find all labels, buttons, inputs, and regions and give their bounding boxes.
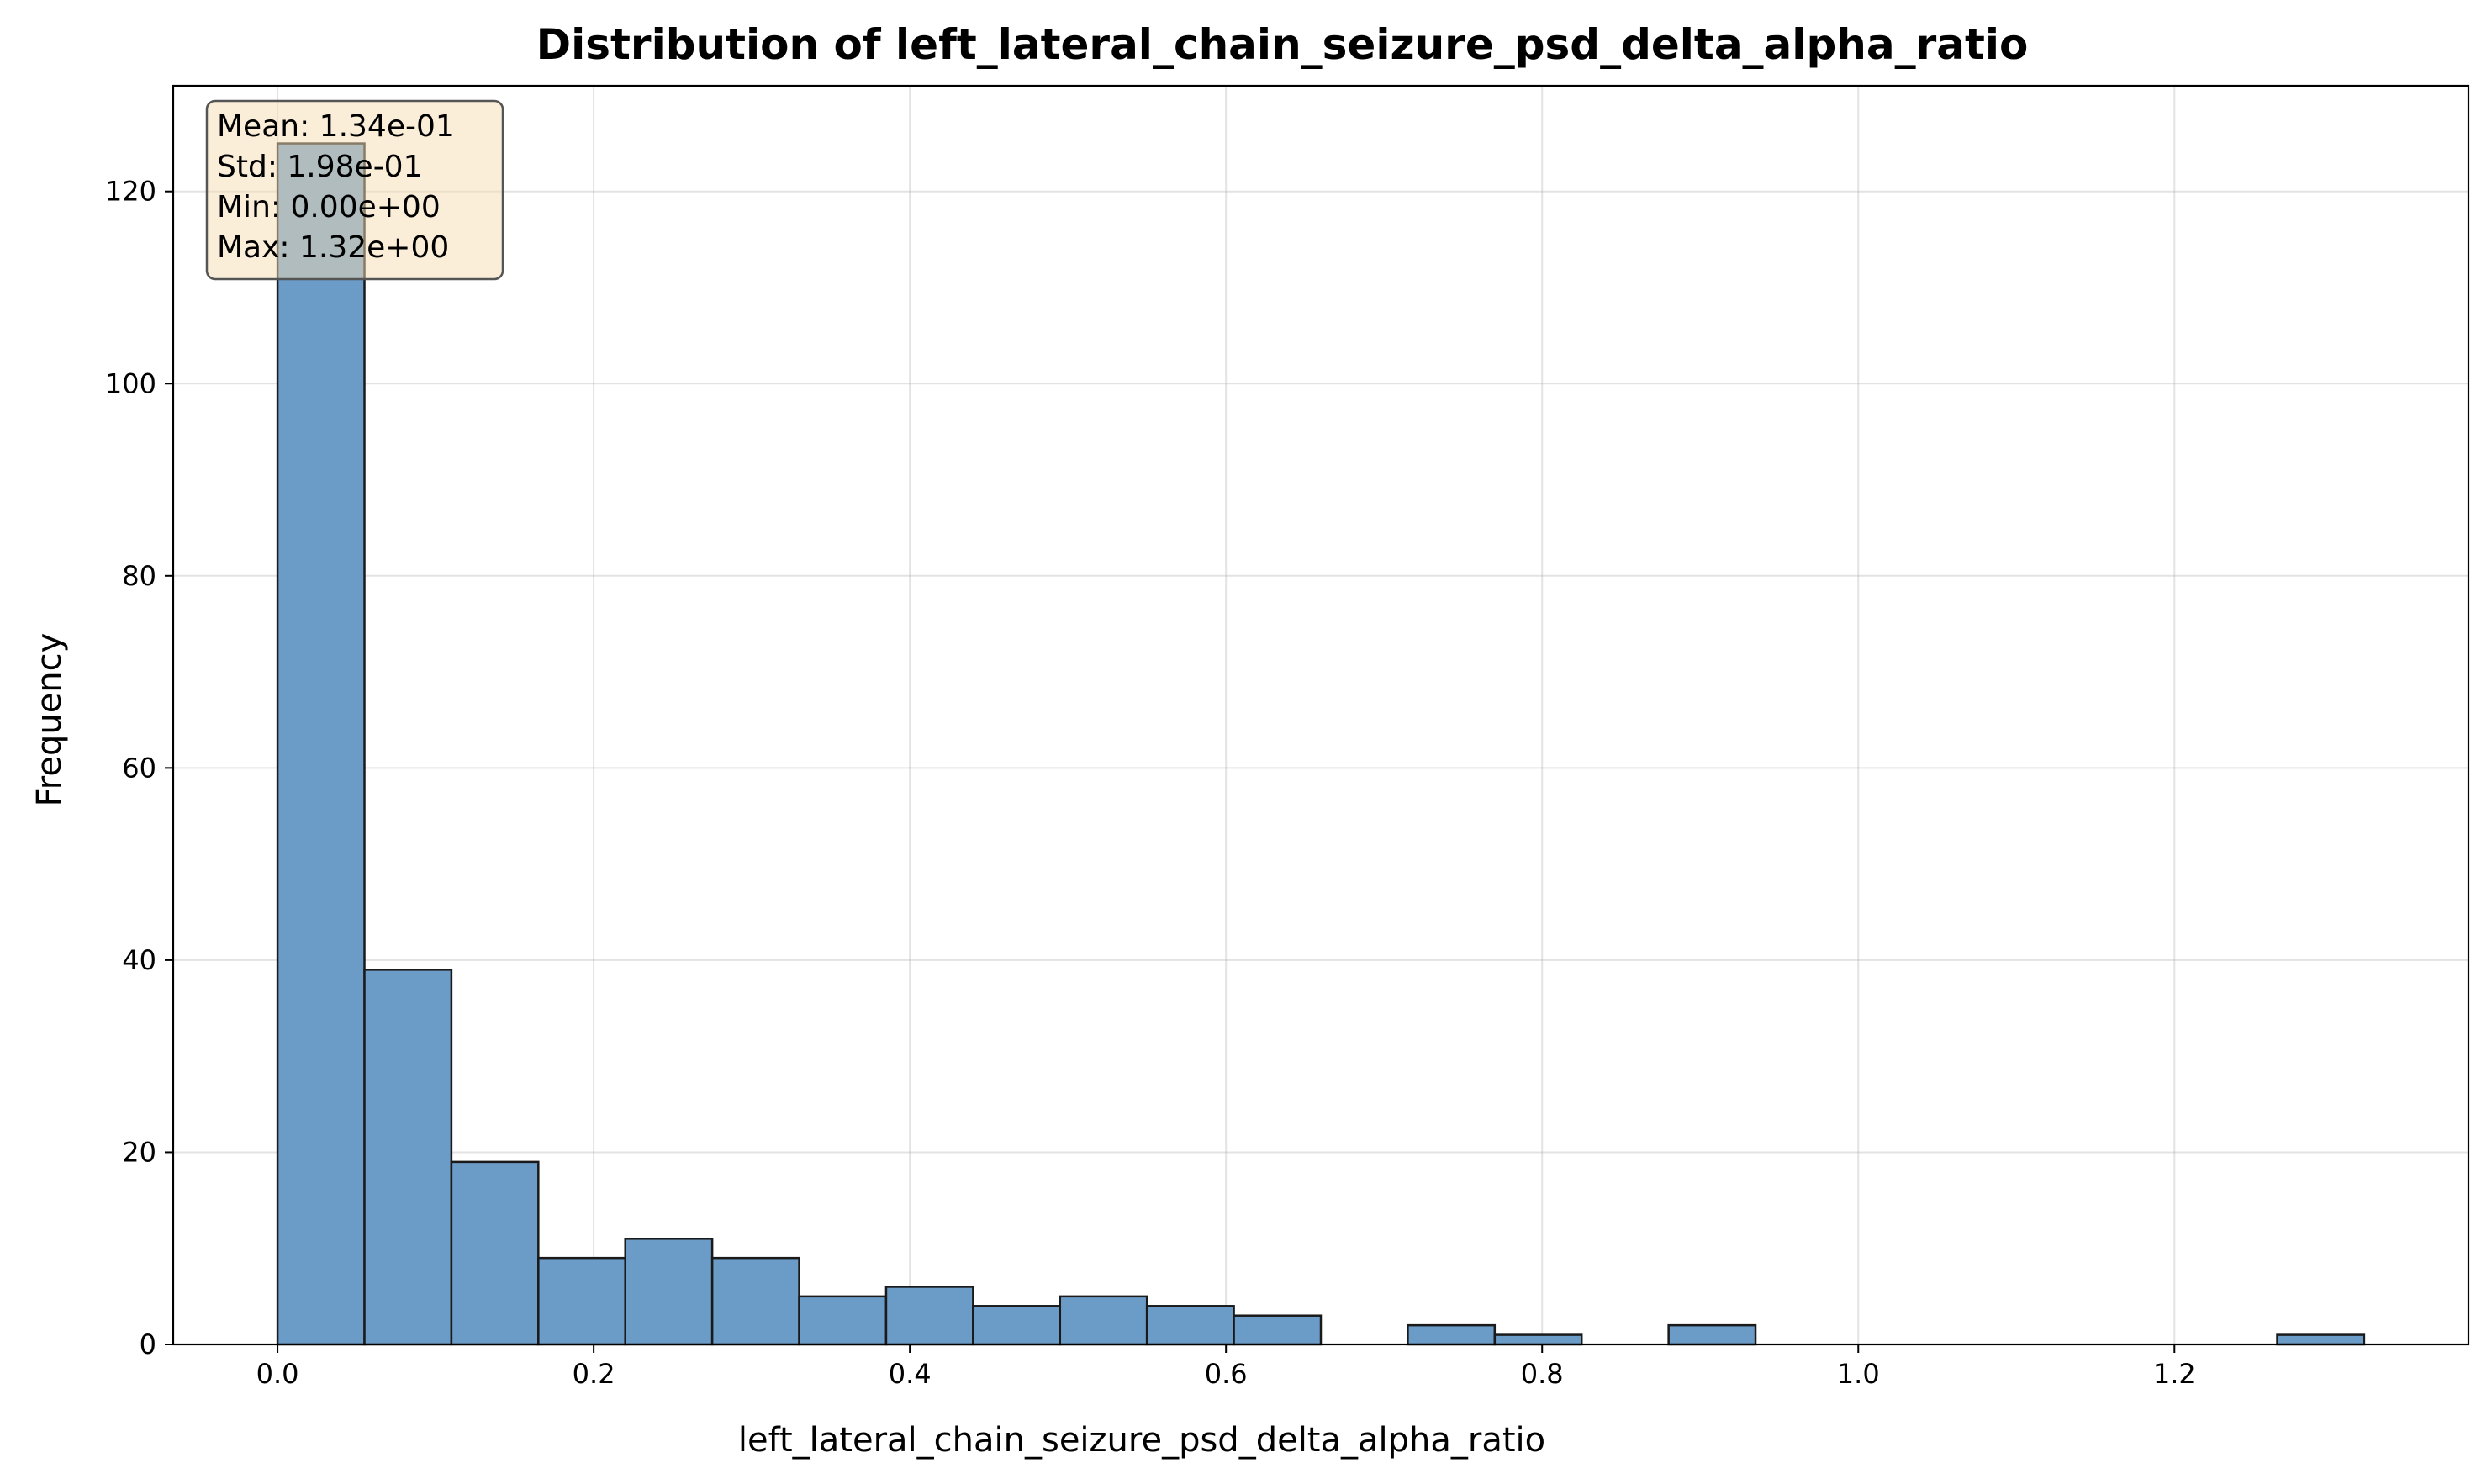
histogram-bar: [1493, 1333, 1583, 1346]
histogram-bars: [276, 142, 2366, 1346]
x-tick-label: 0.2: [573, 1358, 615, 1390]
histogram-bar: [1145, 1305, 1235, 1346]
x-axis-label: left_lateral_chain_seizure_psd_delta_alp…: [738, 1421, 1545, 1460]
y-axis-ticks: 0 20 40 60 80 100 120: [105, 176, 173, 1360]
histogram-bar: [1233, 1314, 1323, 1346]
x-tick-label: 0.0: [256, 1358, 299, 1390]
histogram-bar: [537, 1256, 626, 1346]
histogram-bar: [450, 1160, 540, 1346]
y-tick-label: 20: [122, 1136, 156, 1168]
chart-title: Distribution of left_lateral_chain_seizu…: [536, 20, 2029, 69]
y-tick-label: 0: [140, 1328, 156, 1360]
histogram-bar: [2276, 1333, 2366, 1346]
x-tick-label: 0.4: [889, 1358, 932, 1390]
histogram-bar: [972, 1305, 1062, 1346]
stats-line: Std: 1.98e-01: [217, 150, 423, 184]
x-axis-ticks: 0.0 0.2 0.4 0.6 0.8 1.0 1.2: [256, 1344, 2196, 1390]
stats-line: Min: 0.00e+00: [217, 190, 441, 224]
y-tick-label: 100: [105, 367, 156, 399]
stats-line: Mean: 1.34e-01: [217, 109, 455, 144]
histogram-bar: [884, 1286, 974, 1346]
histogram-bar: [1407, 1323, 1497, 1346]
stats-box-text: Mean: 1.34e-01 Std: 1.98e-01 Min: 0.00e+00…: [217, 109, 455, 265]
histogram-bar: [276, 142, 366, 1346]
x-tick-label: 0.8: [1521, 1358, 1564, 1390]
y-tick-label: 120: [105, 176, 156, 208]
histogram-bar: [1667, 1323, 1757, 1346]
histogram-bar: [363, 969, 453, 1346]
y-tick-label: 80: [122, 560, 156, 592]
histogram-bar: [798, 1295, 888, 1346]
x-tick-label: 1.0: [1837, 1358, 1880, 1390]
stats-box-background: [205, 99, 504, 281]
histogram-bar: [624, 1238, 714, 1346]
plot-frame: [172, 84, 2470, 1346]
y-tick-label: 60: [122, 752, 156, 784]
x-tick-label: 0.6: [1205, 1358, 1248, 1390]
y-tick-label: 40: [122, 944, 156, 976]
stats-box: Mean: 1.34e-01 Std: 1.98e-01 Min: 0.00e+00…: [205, 99, 504, 281]
y-axis-label: Frequency: [30, 633, 69, 807]
histogram-bar: [710, 1256, 800, 1346]
x-tick-label: 1.2: [2153, 1358, 2196, 1390]
stats-line: Max: 1.32e+00: [217, 230, 449, 265]
histogram-bar: [1059, 1295, 1148, 1346]
